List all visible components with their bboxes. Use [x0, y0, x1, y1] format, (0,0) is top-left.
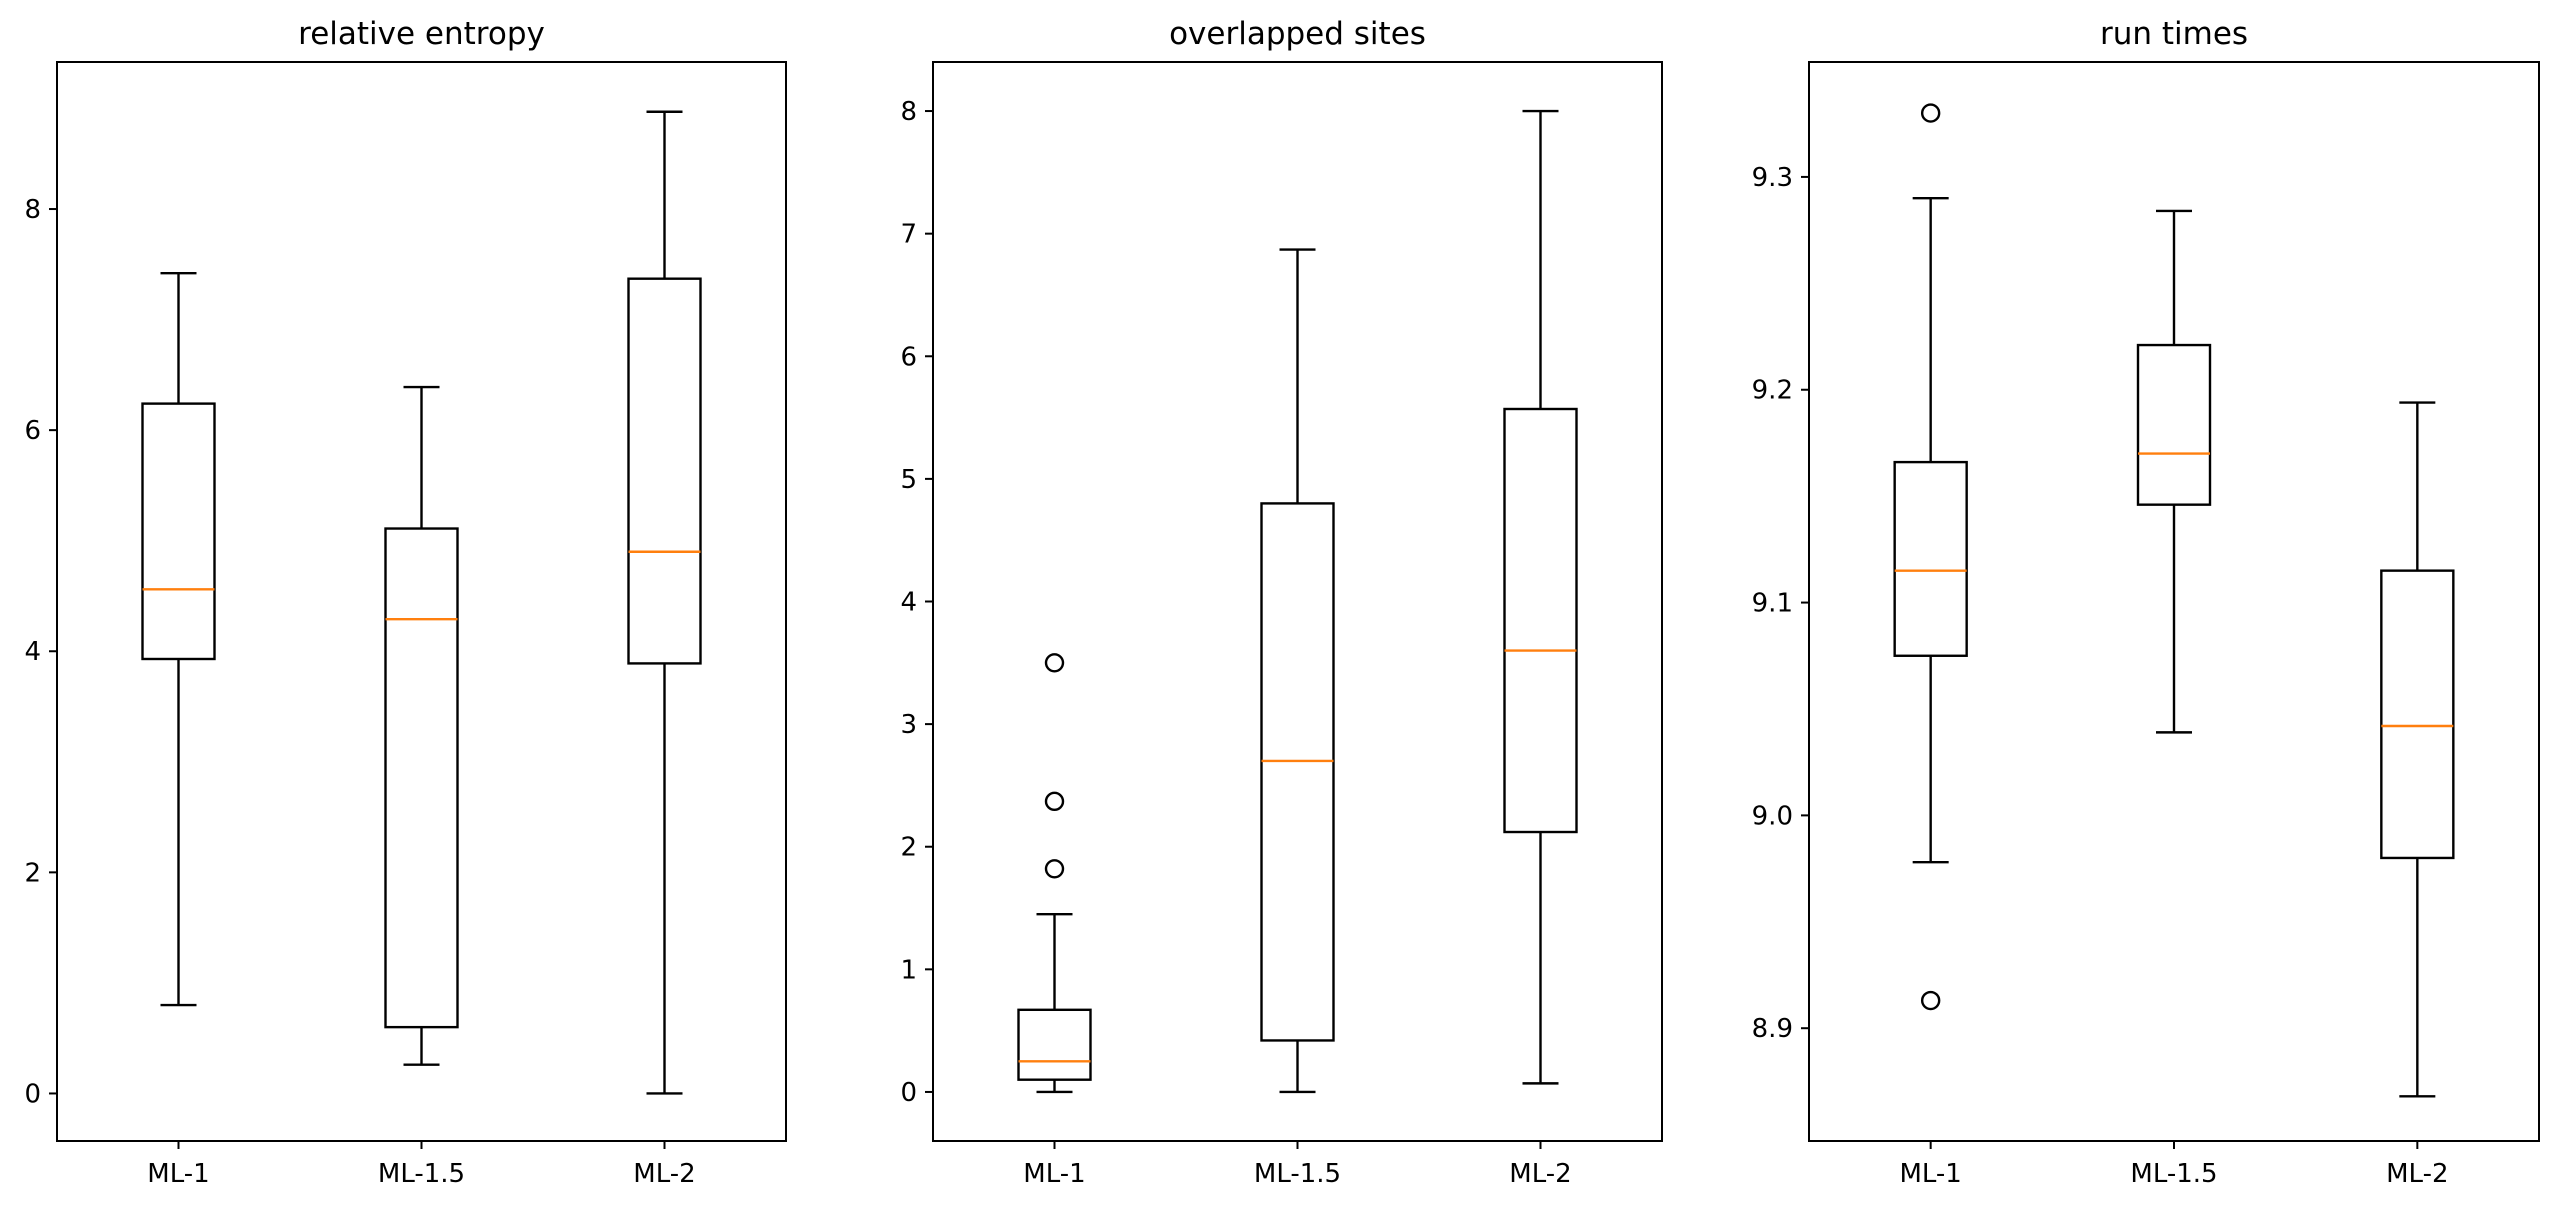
box-ml-1: [141, 271, 216, 1007]
panel-title: overlapped sites: [1169, 16, 1426, 52]
y-tick-label: 6: [24, 416, 41, 446]
x-tick-label: ML-1: [1023, 1159, 1085, 1189]
interquartile-box: [1017, 1008, 1092, 1081]
outlier-point: [1044, 653, 1065, 673]
box-ml-2: [1503, 109, 1578, 1085]
y-tick-label: 0: [900, 1078, 917, 1108]
y-tick-label: 4: [24, 637, 41, 667]
y-tick-label: 9.3: [1752, 163, 1793, 193]
y-tick-label: 9.2: [1752, 376, 1793, 406]
interquartile-box: [141, 402, 216, 661]
y-tick-label: 4: [900, 588, 917, 618]
x-tick-label: ML-2: [2386, 1159, 2448, 1189]
panel-relative-entropy: relative entropy 0 2 4 6 8 ML-1 ML-1.5 ML-2: [24, 16, 787, 1189]
interquartile-box: [627, 277, 702, 665]
y-tick-label: 6: [900, 342, 917, 372]
y-tick-label: 8: [24, 195, 41, 225]
box-ml-1-5: [384, 385, 459, 1066]
x-tick-label: ML-1.5: [1254, 1159, 1341, 1189]
axes-frame: [932, 61, 1663, 1142]
x-tick-label: ML-1: [147, 1159, 209, 1189]
interquartile-box: [384, 527, 459, 1029]
y-tick-label: 0: [24, 1079, 41, 1109]
y-tick-label: 5: [900, 465, 917, 495]
y-tick-label: 9.0: [1752, 801, 1793, 831]
interquartile-box: [1260, 502, 1335, 1042]
interquartile-box: [1503, 407, 1578, 834]
y-tick-label: 7: [900, 220, 917, 250]
outlier-point: [1044, 859, 1065, 879]
y-tick-label: 3: [900, 710, 917, 740]
box-ml-1-5: [2136, 209, 2212, 734]
interquartile-box: [2136, 343, 2212, 506]
y-tick-label: 2: [24, 858, 41, 888]
panel-title: run times: [2100, 16, 2248, 52]
x-tick-label: ML-1.5: [2130, 1159, 2217, 1189]
panel-overlapped-sites: overlapped sites 0 1 2 3 4 5 6 7 8 ML-1 ML-1.5 ML-2: [900, 16, 1663, 1189]
box-ml-1: [1893, 103, 1968, 1011]
y-tick-label: 8.9: [1752, 1014, 1793, 1044]
x-tick-label: ML-2: [633, 1159, 695, 1189]
box-ml-1-5: [1260, 248, 1335, 1094]
x-tick-label: ML-1: [1899, 1159, 1961, 1189]
y-tick-label: 1: [900, 955, 917, 985]
panel-run-times: run times 8.9 9.0 9.1 9.2 9.3 ML-1 ML-1.5 ML-2: [1752, 16, 2540, 1189]
box-ml-2: [2380, 401, 2455, 1098]
axes-frame: [1808, 61, 2540, 1142]
outlier-point: [1920, 103, 1941, 123]
box-ml-1: [1017, 653, 1092, 1094]
x-tick-label: ML-2: [1509, 1159, 1571, 1189]
box-ml-2: [627, 110, 702, 1095]
outlier-point: [1044, 791, 1065, 812]
y-tick-label: 9.1: [1752, 589, 1793, 619]
axes-frame: [56, 61, 787, 1142]
y-tick-label: 2: [900, 833, 917, 863]
y-tick-label: 8: [900, 97, 917, 127]
x-tick-label: ML-1.5: [378, 1159, 465, 1189]
interquartile-box: [2380, 569, 2455, 860]
interquartile-box: [1893, 460, 1968, 657]
panel-title: relative entropy: [298, 16, 545, 52]
outlier-point: [1920, 990, 1941, 1011]
